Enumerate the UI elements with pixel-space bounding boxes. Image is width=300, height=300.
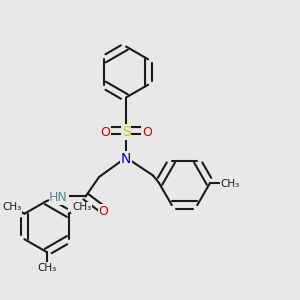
Text: CH₃: CH₃	[2, 202, 21, 212]
Text: N: N	[121, 152, 131, 166]
Text: S: S	[122, 125, 130, 139]
Text: HN: HN	[49, 191, 68, 205]
Text: CH₃: CH₃	[220, 179, 240, 189]
Text: CH₃: CH₃	[72, 202, 91, 212]
Text: O: O	[100, 125, 110, 139]
Text: CH₃: CH₃	[37, 263, 56, 273]
Text: O: O	[99, 205, 109, 218]
Text: O: O	[142, 125, 152, 139]
